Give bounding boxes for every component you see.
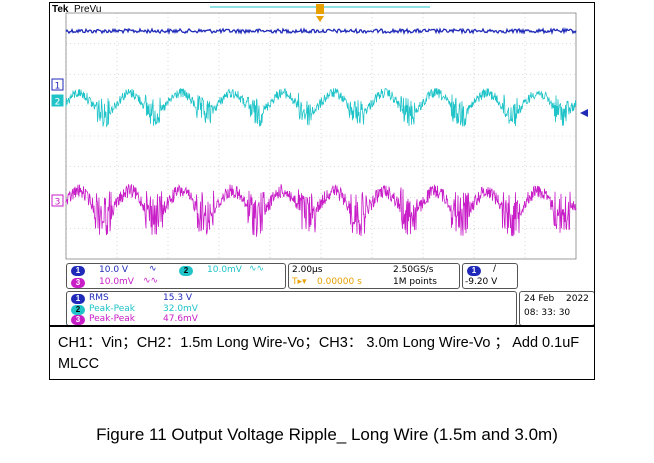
ch2-trace: [65, 87, 577, 128]
channel-marker-1: [51, 78, 64, 91]
channel-marker-label-1: 1: [55, 82, 61, 92]
trigger-level: -9.20 V: [465, 277, 498, 287]
meas2-value: 32.0mV: [163, 304, 198, 314]
ch2-bw-icon: ∿∿: [249, 264, 265, 274]
trigger-position-marker: [316, 4, 324, 14]
timebase-box: 2.00µs T▸▾ 0.00000 s 2.50GS/s 1M points: [288, 263, 460, 289]
brand-logo: Tek: [52, 4, 69, 15]
waveform-display: 1 2 3: [51, 4, 588, 260]
meas3-type: Peak-Peak: [89, 314, 135, 324]
trigger-box: 1 / -9.20 V: [462, 263, 518, 289]
ch3-badge: 3: [71, 278, 85, 288]
channel-legend-box: CH1：Vin；CH2：1.5m Long Wire-Vo；CH3： 3.0m …: [49, 326, 595, 380]
ch1-trace: [65, 27, 577, 36]
date-day-month: 24 Feb: [524, 294, 555, 304]
trigger-level-marker: [580, 109, 588, 117]
settings-row: 1 10.0 V ∿ 2 10.0mV ∿∿ 3 10.0mV ∿∿ 2.00µ…: [66, 263, 592, 289]
ch1-bw-icon: ∿: [149, 264, 157, 274]
meas3-value: 47.6mV: [163, 314, 198, 324]
ch3-trace: [65, 183, 577, 237]
channel-marker-label-2: 2: [55, 98, 61, 108]
date-year: 2022: [566, 294, 589, 304]
meas2-type: Peak-Peak: [89, 304, 135, 314]
graticule: [65, 12, 577, 260]
trigger-slope: /: [493, 264, 497, 274]
time-of-day: 08: 33: 30: [524, 308, 571, 318]
time-per-div: 2.00µs: [292, 265, 323, 275]
sample-rate: 2.50GS/s: [393, 265, 434, 275]
ch2-badge: 2: [179, 266, 193, 276]
date-time-panel: 24 Feb 2022 08: 33: 30: [519, 291, 594, 325]
meas1-value: 15.3 V: [163, 293, 193, 303]
trigger-offset: 0.00000 s: [317, 277, 362, 287]
channel-legend-text: CH1：Vin；CH2：1.5m Long Wire-Vo；CH3： 3.0m …: [58, 335, 580, 372]
ch1-scale: 10.0 V: [99, 265, 129, 275]
ch1-badge: 1: [71, 266, 85, 276]
ch2-scale: 10.0mV: [207, 265, 242, 275]
channel-scale-box: 1 10.0 V ∿ 2 10.0mV ∿∿ 3 10.0mV ∿∿: [66, 263, 286, 289]
ch3-bw-icon: ∿∿: [143, 276, 159, 286]
channel-marker-2: [51, 94, 64, 107]
trigger-arrow-icon: [316, 16, 324, 22]
meas1-badge: 1: [71, 294, 85, 304]
trigger-offset-icon: T▸▾: [292, 277, 307, 287]
meas1-type: RMS: [89, 293, 109, 303]
channel-marker-label-3: 3: [55, 198, 61, 208]
channel-marker-3: [51, 194, 64, 207]
meas2-badge: 2: [71, 305, 85, 315]
record-length: 1M points: [393, 277, 437, 287]
meas3-badge: 3: [71, 315, 85, 325]
figure-caption: Figure 11 Output Voltage Ripple_ Long Wi…: [96, 425, 558, 444]
trigger-source-badge: 1: [467, 266, 481, 276]
ch3-scale: 10.0mV: [99, 277, 134, 287]
measurement-panel: 1 RMS 15.3 V 2 Peak-Peak 32.0mV 3 Peak-P…: [66, 291, 517, 325]
run-state: PreVu: [74, 4, 102, 15]
